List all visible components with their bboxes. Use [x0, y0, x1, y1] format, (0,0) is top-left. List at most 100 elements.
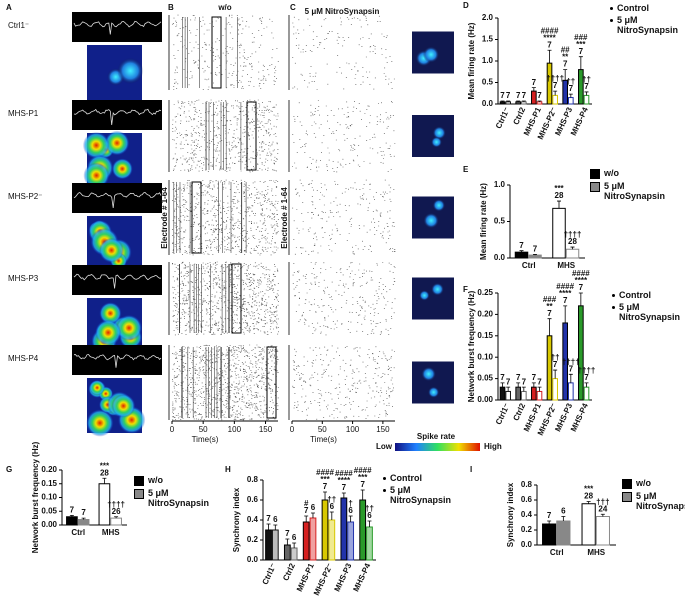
- significance: ***: [584, 485, 594, 494]
- error-bar: [506, 100, 511, 102]
- calcium-blob: [431, 136, 442, 148]
- n-label: 6: [348, 506, 353, 515]
- n-label: 28: [100, 468, 109, 477]
- x-tick-label: 100: [228, 425, 242, 434]
- n-label: 7: [532, 78, 537, 87]
- bar: [514, 251, 529, 259]
- bar: [265, 529, 272, 561]
- y-tick-label: 0.00: [41, 520, 57, 529]
- bar: [290, 547, 298, 561]
- bar: [552, 94, 558, 105]
- significance: ###: [574, 33, 588, 42]
- significance: ###: [543, 295, 557, 304]
- spikes: [172, 344, 279, 421]
- error-bar: [102, 477, 107, 484]
- spikes: [292, 100, 396, 173]
- n-label: 6: [292, 533, 297, 542]
- n-label: 7: [323, 482, 328, 491]
- n-label: 28: [555, 191, 564, 200]
- n-label: 7: [563, 296, 568, 305]
- heatmap-blob: [117, 57, 144, 84]
- heatmap-blob: [82, 131, 110, 159]
- bar: [595, 516, 610, 546]
- n-label: 28: [568, 237, 577, 246]
- bar: [521, 101, 527, 105]
- significance: ††: [582, 75, 591, 84]
- significance: ***: [100, 461, 110, 470]
- x-tick-label: 0: [170, 425, 175, 434]
- error-bar: [547, 520, 552, 524]
- trace-box: [72, 183, 162, 213]
- calcium-blob: [431, 282, 444, 296]
- n-label: 7: [342, 483, 347, 492]
- n-label: 7: [522, 377, 527, 386]
- legend-marker: [622, 492, 632, 502]
- legend-marker: [610, 19, 613, 22]
- x-tick-label: Ctrl1⁻: [494, 106, 512, 130]
- bar: [302, 521, 310, 561]
- bar: [340, 497, 348, 561]
- bar: [283, 544, 291, 561]
- calcium-blob: [422, 46, 440, 63]
- y-tick-label: 0.6: [521, 495, 533, 504]
- legend-marker: [590, 169, 600, 179]
- error-bar: [329, 511, 334, 520]
- significance: **: [562, 53, 569, 62]
- bar: [321, 499, 329, 561]
- bar: [499, 386, 506, 401]
- y-axis-label: Electrode # 1-64: [280, 187, 289, 249]
- x-tick-label: MHS: [587, 548, 605, 557]
- burst-box: [246, 101, 257, 171]
- significance: ††††: [564, 230, 582, 239]
- bar: [556, 520, 571, 546]
- bar: [542, 523, 557, 546]
- legend-entry: 5 μM NitroSynapsin: [590, 181, 668, 201]
- significance: ####: [572, 269, 590, 278]
- legend-entry: 5 μM NitroSynapsin: [383, 485, 461, 505]
- x-tick-label: 50: [199, 425, 208, 434]
- significance: ####: [354, 466, 372, 475]
- heatmap-blob: [104, 130, 130, 156]
- y-tick-label: 0.5: [494, 217, 506, 226]
- bar: [366, 526, 373, 561]
- panel-title: 5 μM NitroSynapsin: [305, 7, 380, 16]
- bar: [515, 101, 521, 105]
- significance: ***: [358, 473, 368, 482]
- row-label: MHS-P2⁻: [8, 192, 42, 201]
- legend-entry: 5 μM NitroSynapsin: [610, 15, 685, 35]
- legend: Control 5 μM NitroSynapsin: [612, 290, 685, 324]
- n-label: 26: [112, 507, 121, 516]
- error-bar: [563, 305, 568, 323]
- panel-label: I: [470, 465, 472, 474]
- bar: [546, 335, 553, 401]
- calcium-image: [412, 115, 454, 157]
- bar: [515, 386, 521, 401]
- bar: [505, 101, 511, 105]
- y-tick-label: 0.0: [494, 253, 506, 262]
- y-axis-label: Mean firing rate (Hz): [467, 22, 476, 99]
- error-bar: [537, 386, 542, 392]
- error-bar: [285, 538, 290, 545]
- y-tick-label: 0.2: [521, 525, 533, 534]
- error-bar: [586, 501, 591, 504]
- x-tick-label: 0: [290, 425, 295, 434]
- error-bar: [516, 100, 521, 102]
- error-bar: [553, 90, 558, 96]
- significance: ####: [541, 26, 559, 35]
- y-axis-label: Synchrony index: [232, 487, 241, 552]
- n-label: 7: [506, 91, 511, 100]
- calcium-blob: [432, 126, 446, 140]
- spikes: [292, 179, 396, 255]
- y-tick-label: 0.8: [247, 475, 259, 484]
- panel-label: E: [463, 165, 469, 174]
- error-bar: [533, 253, 537, 256]
- n-label: 7: [553, 81, 558, 90]
- significance: ***: [576, 40, 586, 49]
- significance: ##: [561, 46, 570, 55]
- n-label: 7: [547, 309, 552, 318]
- n-label: 7: [547, 511, 552, 520]
- x-tick-label: 100: [346, 425, 360, 434]
- legend-label: 5 μM NitroSynapsin: [617, 15, 679, 35]
- n-label: 7: [506, 377, 511, 386]
